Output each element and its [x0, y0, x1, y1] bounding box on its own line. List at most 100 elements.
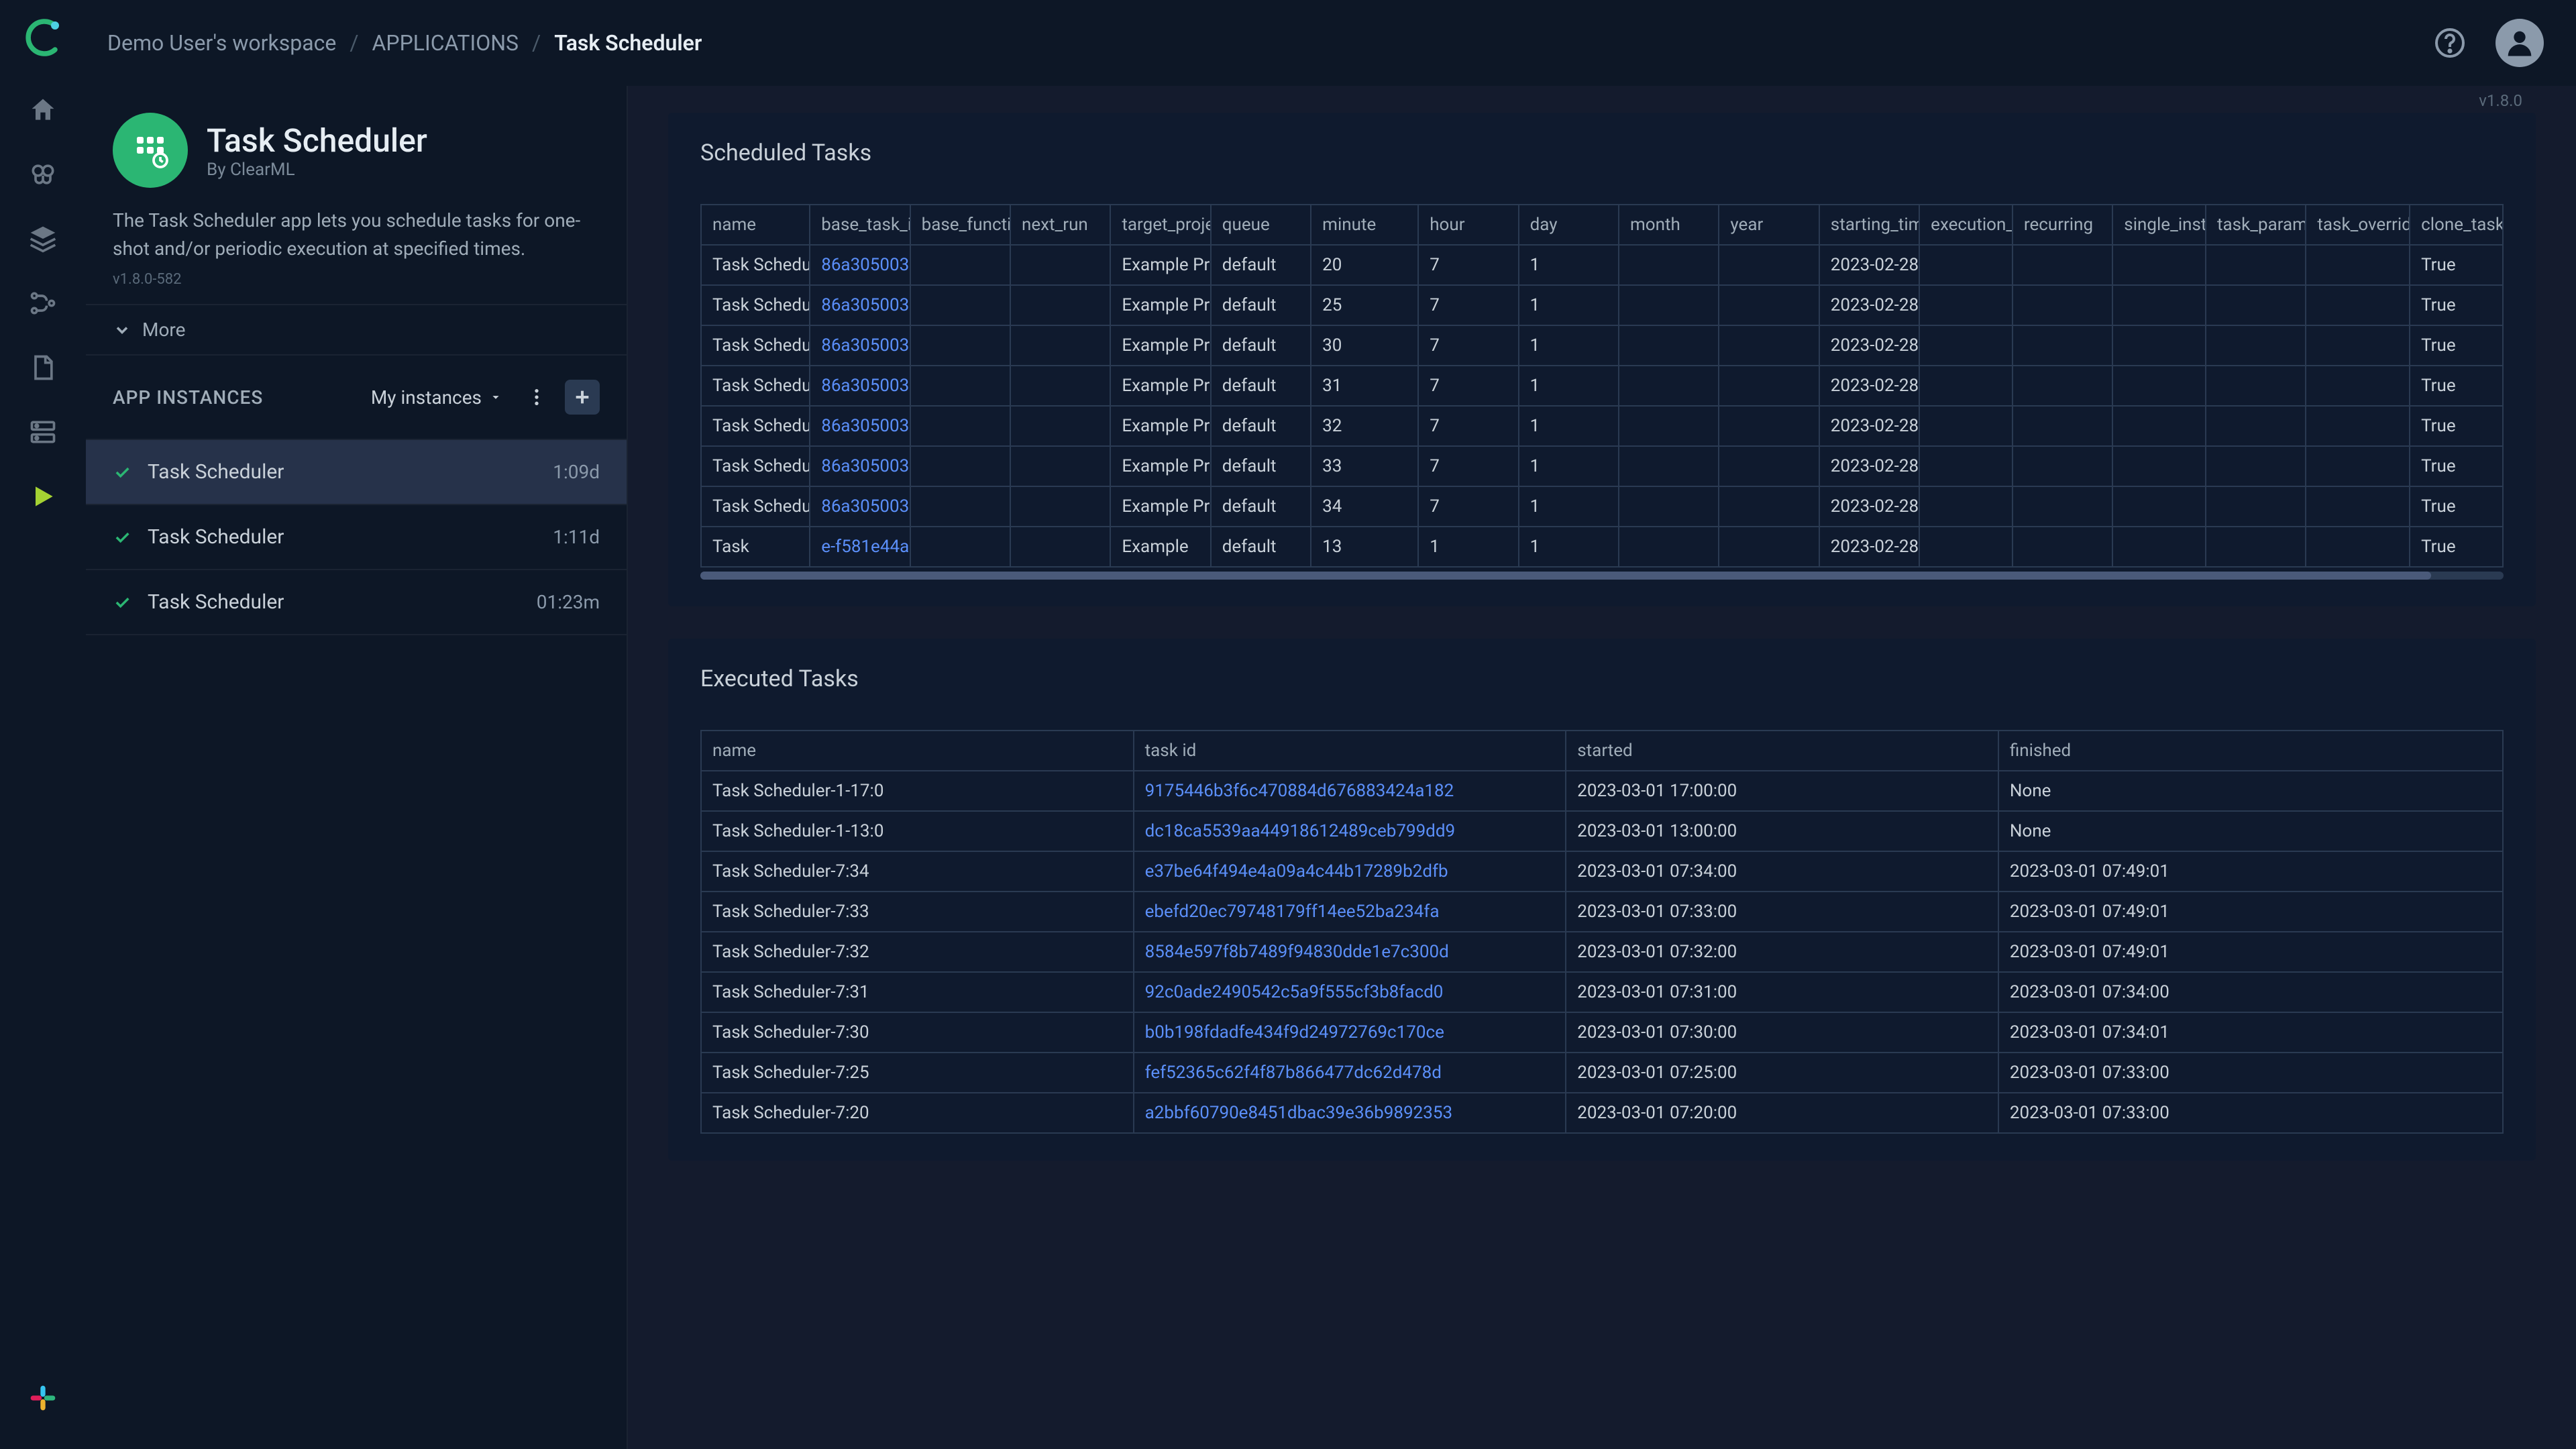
table-row[interactable]: Task Scheduler-7:34e37be64f494e4a09a4c44… — [701, 851, 2503, 892]
table-header[interactable]: task_parameters — [2206, 205, 2306, 245]
table-cell — [1919, 527, 2012, 567]
table-cell — [2206, 325, 2306, 366]
table-cell — [1919, 245, 2012, 285]
table-cell: 32 — [1311, 406, 1418, 446]
table-cell — [1010, 446, 1110, 486]
table-row[interactable]: Task Scheduler-7:33ebefd20ec79748179ff14… — [701, 892, 2503, 932]
layers-icon[interactable] — [24, 220, 62, 258]
table-cell: 7 — [1418, 325, 1518, 366]
instance-item[interactable]: Task Scheduler1:09d — [86, 440, 627, 505]
more-label: More — [142, 319, 186, 341]
table-cell: Task Scheduler-1-13:0 — [701, 811, 1134, 851]
table-header[interactable]: day — [1519, 205, 1619, 245]
table-row[interactable]: Task Scheduler-7:3192c0ade2490542c5a9f55… — [701, 972, 2503, 1012]
table-header[interactable]: execution_limit — [1919, 205, 2012, 245]
doc-icon[interactable] — [24, 349, 62, 386]
flow-icon[interactable] — [24, 284, 62, 322]
table-header[interactable]: year — [1719, 205, 1819, 245]
table-header[interactable]: name — [701, 731, 1134, 771]
table-header[interactable]: next_run — [1010, 205, 1110, 245]
table-header[interactable]: recurring — [2012, 205, 2112, 245]
table-cell: 2023-02-28 — [1819, 527, 1919, 567]
table-row[interactable]: Task Scheduler-7:3086a3050036Example Pro… — [701, 325, 2503, 366]
table-header[interactable]: target_project — [1110, 205, 1210, 245]
table-cell: Task Scheduler-7:25 — [701, 1053, 1134, 1093]
table-cell: 1 — [1519, 446, 1619, 486]
table-row[interactable]: Task Scheduler-1-17:09175446b3f6c470884d… — [701, 771, 2503, 811]
table-header[interactable]: task_overrides — [2306, 205, 2410, 245]
table-cell: True — [2410, 406, 2503, 446]
instance-item[interactable]: Task Scheduler1:11d — [86, 505, 627, 570]
table-row[interactable]: Task Scheduler-7:20a2bbf60790e8451dbac39… — [701, 1093, 2503, 1133]
help-icon[interactable] — [2431, 24, 2469, 62]
table-cell: Task Scheduler-7:33 — [701, 892, 1134, 932]
table-header[interactable]: month — [1619, 205, 1719, 245]
instances-dropdown[interactable]: My instances — [371, 386, 503, 409]
table-header[interactable]: name — [701, 205, 810, 245]
table-header[interactable]: base_function — [910, 205, 1010, 245]
table-row[interactable]: Task Scheduler-7:3486a3050036Example Pro… — [701, 486, 2503, 527]
table-header[interactable]: minute — [1311, 205, 1418, 245]
table-cell: None — [1998, 771, 2503, 811]
table-header[interactable]: task id — [1134, 731, 1566, 771]
table-header[interactable]: single_instance — [2112, 205, 2206, 245]
home-icon[interactable] — [24, 91, 62, 129]
table-row[interactable]: Task Scheduler-7:3386a3050036Example Pro… — [701, 446, 2503, 486]
table-cell: 30 — [1311, 325, 1418, 366]
table-cell — [2306, 486, 2410, 527]
table-cell: 2023-02-28 09:47:31 — [1819, 285, 1919, 325]
table-row[interactable]: Task Scheduler-1-13:0dc18ca5539aa4491861… — [701, 811, 2503, 851]
crumb-workspace[interactable]: Demo User's workspace — [107, 30, 336, 56]
servers-icon[interactable] — [24, 413, 62, 451]
table-cell: Example Project — [1110, 446, 1210, 486]
table-row[interactable]: Task Scheduler-7:2086a3050036Example Pro… — [701, 245, 2503, 285]
table-cell — [1619, 406, 1719, 446]
table-cell: 2023-03-01 17:00:00 — [1566, 771, 1998, 811]
table-header[interactable]: queue — [1211, 205, 1311, 245]
table-row[interactable]: Task Scheduler-7:3286a3050036Example Pro… — [701, 406, 2503, 446]
table-cell — [1919, 446, 2012, 486]
table-header[interactable]: hour — [1418, 205, 1518, 245]
table-cell — [2012, 285, 2112, 325]
table-row[interactable]: Task Scheduler-7:25fef52365c62f4f87b8664… — [701, 1053, 2503, 1093]
table-cell: Task Scheduler-7:30 — [701, 1012, 1134, 1053]
instance-label: Task Scheduler — [148, 590, 284, 614]
logo-icon[interactable] — [16, 11, 70, 64]
table-header[interactable]: clone_task — [2410, 205, 2503, 245]
table-cell — [2306, 245, 2410, 285]
table-cell: Task Scheduler-7:30 — [701, 325, 810, 366]
table-header[interactable]: started — [1566, 731, 1998, 771]
table-header[interactable]: finished — [1998, 731, 2503, 771]
instance-item[interactable]: Task Scheduler01:23m — [86, 570, 627, 635]
instances-menu-button[interactable] — [519, 380, 554, 415]
table-row[interactable]: Task Scheduler-7:30b0b198fdadfe434f9d249… — [701, 1012, 2503, 1053]
table-cell: 2023-03-01 13:00:00 — [1566, 811, 1998, 851]
table-cell — [910, 285, 1010, 325]
table-cell: 86a3050036 — [810, 366, 910, 406]
instances-title: APP INSTANCES — [113, 386, 263, 409]
table-cell: fef52365c62f4f87b866477dc62d478d — [1134, 1053, 1566, 1093]
table-cell: 86a3050036 — [810, 245, 910, 285]
add-instance-button[interactable] — [565, 380, 600, 415]
table-cell: 1 — [1519, 366, 1619, 406]
table-cell: True — [2410, 486, 2503, 527]
play-icon[interactable] — [24, 478, 62, 515]
table-cell — [2112, 285, 2206, 325]
table-cell: 7 — [1418, 366, 1518, 406]
check-icon — [113, 593, 134, 612]
more-toggle[interactable]: More — [86, 304, 627, 356]
table-row[interactable]: Task Scheduler-7:2586a3050036Example Pro… — [701, 285, 2503, 325]
table-row[interactable]: Taske-f581e44aaExampledefault13112023-02… — [701, 527, 2503, 567]
user-avatar[interactable] — [2496, 19, 2544, 67]
brain-icon[interactable] — [24, 156, 62, 193]
sidebar: Task Scheduler By ClearML The Task Sched… — [86, 86, 628, 1449]
table-header[interactable]: starting_time — [1819, 205, 1919, 245]
crumb-applications[interactable]: APPLICATIONS — [372, 30, 519, 56]
table-cell: 9175446b3f6c470884d676883424a182 — [1134, 771, 1566, 811]
slack-icon[interactable] — [24, 1379, 62, 1417]
table-scrollbar[interactable] — [700, 572, 2504, 580]
table-header[interactable]: base_task_id — [810, 205, 910, 245]
table-row[interactable]: Task Scheduler-7:3186a3050036Example Pro… — [701, 366, 2503, 406]
table-cell: 2023-02-28 09:47:31 — [1819, 366, 1919, 406]
table-row[interactable]: Task Scheduler-7:328584e597f8b7489f94830… — [701, 932, 2503, 972]
